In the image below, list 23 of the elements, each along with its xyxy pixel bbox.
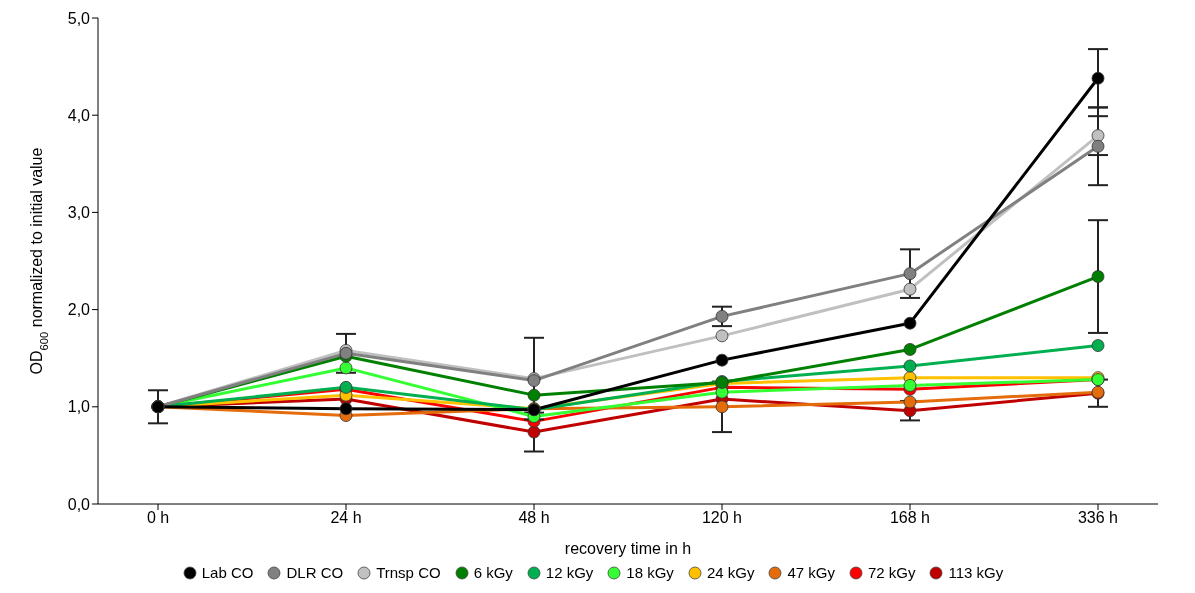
x-tick-label: 120 h [701, 509, 743, 527]
x-tick-label: 24 h [330, 509, 362, 527]
legend-label: DLR CO [286, 564, 344, 581]
legend-label: 6 kGy [473, 564, 513, 581]
x-axis-title: recovery time in h [564, 540, 692, 557]
legend-label: 12 kGy [545, 564, 594, 581]
y-tick-label: 4,0 [67, 106, 91, 124]
legend-label: Trnsp CO [376, 564, 441, 581]
y-tick-label: 2,0 [67, 301, 91, 319]
x-tick-label: 336 h [1077, 509, 1119, 527]
y-tick-label: 0,0 [67, 495, 91, 513]
legend-label: 24 kGy [706, 564, 755, 581]
legend-label: 72 kGy [867, 564, 916, 581]
legend-label: 47 kGy [787, 564, 835, 581]
x-tick-label: 0 h [146, 509, 170, 527]
legend-label: 113 kGy [948, 564, 1004, 581]
y-tick-label: 1,0 [67, 398, 91, 416]
y-tick-label: 5,0 [67, 9, 91, 27]
x-tick-label: 48 h [518, 509, 550, 527]
y-tick-label: 3,0 [67, 204, 91, 222]
x-tick-label: 168 h [889, 509, 931, 527]
legend-label: Lab CO [201, 564, 254, 581]
legend-label: 18 kGy [626, 564, 674, 581]
